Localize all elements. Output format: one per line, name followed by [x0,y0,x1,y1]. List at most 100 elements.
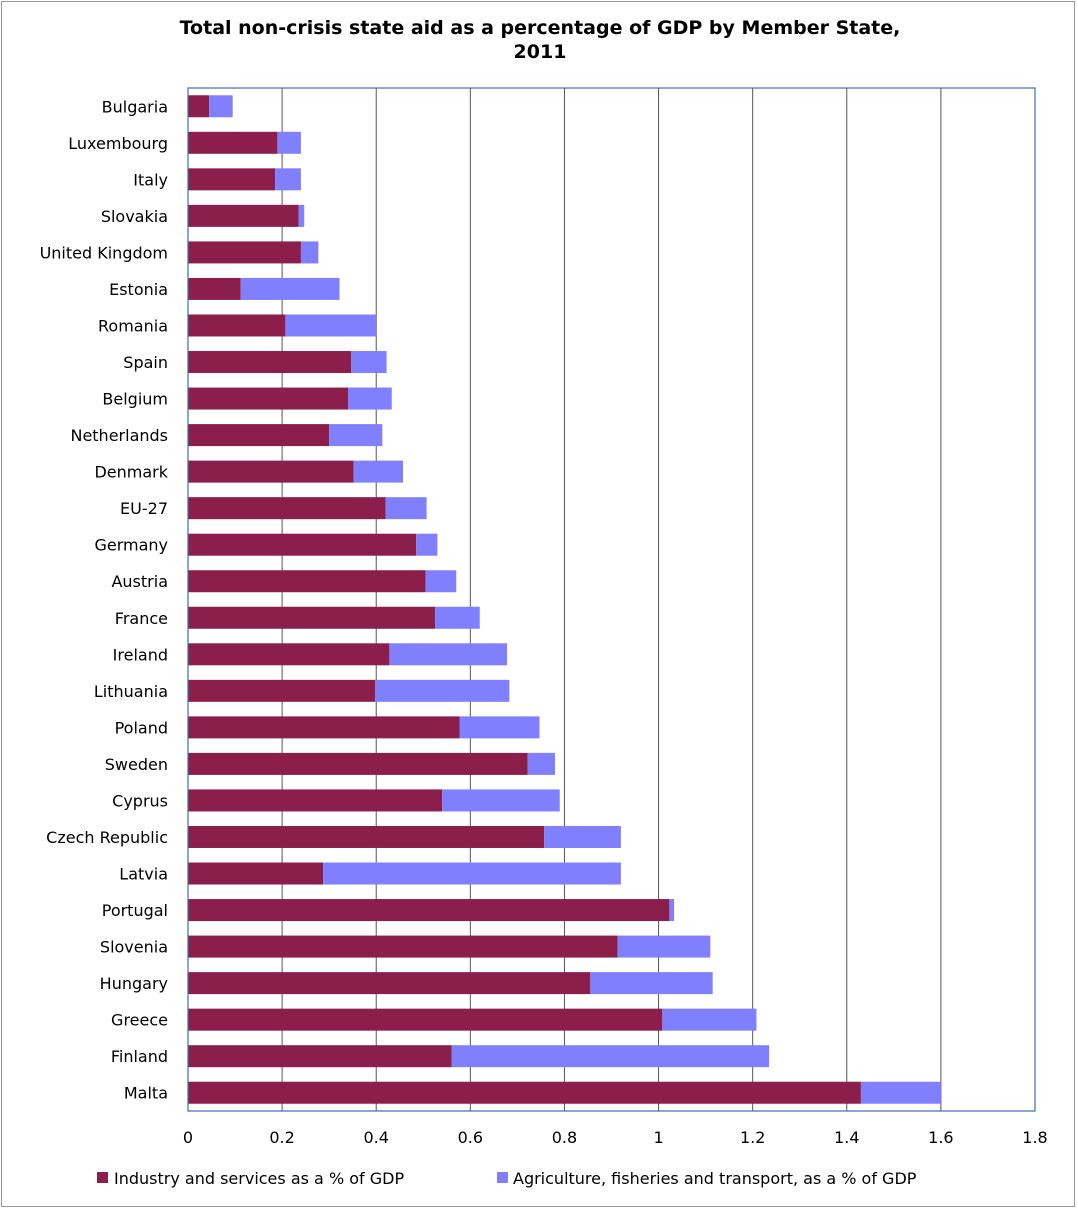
legend-label: Industry and services as a % of GDP [114,1169,404,1188]
x-tick-label: 0.8 [552,1128,577,1147]
bar-industry-malta [188,1081,861,1104]
category-label: Denmark [94,463,168,482]
bar-industry-eu-27 [188,497,386,520]
category-label: Austria [111,572,168,591]
x-axis-ticks: 0 0.2 0.4 0.6 0.8 1 1.2 1.4 1.6 1.8 [183,1128,1048,1147]
category-label: Finland [111,1047,168,1066]
bar-agriculture-netherlands [329,424,383,447]
chart-title-line-2: 2011 [513,41,567,63]
bar-industry-spain [188,351,352,374]
bar-industry-poland [188,716,460,739]
bar-agriculture-greece [662,1008,757,1031]
bar-industry-romania [188,314,286,337]
category-label: Portugal [102,901,168,920]
x-tick-label: 1.2 [740,1128,765,1147]
bar-agriculture-ireland [389,643,508,666]
bar-agriculture-spain [351,351,387,374]
bar-industry-belgium [188,387,348,410]
bar-agriculture-france [435,606,480,629]
bar-agriculture-poland [459,716,540,739]
category-label: Belgium [102,390,168,409]
category-label: Romania [98,316,168,335]
bar-agriculture-estonia [240,277,340,300]
bar-agriculture-latvia [323,862,621,885]
category-label: Slovakia [101,207,168,226]
bar-agriculture-czech-republic [544,825,621,848]
category-label: Germany [94,536,168,555]
bar-industry-united-kingdom [188,241,301,264]
bar-industry-hungary [188,972,591,995]
category-label: EU-27 [120,499,168,518]
bar-industry-latvia [188,862,324,885]
bar-agriculture-germany [416,533,438,556]
bar-industry-denmark [188,460,354,483]
bars [188,95,941,1104]
x-tick-label: 0.4 [363,1128,388,1147]
x-tick-label: 1.8 [1022,1128,1047,1147]
x-tick-label: 0.6 [458,1128,483,1147]
bar-agriculture-belgium [347,387,392,410]
bar-agriculture-slovenia [617,935,711,958]
category-label: Spain [123,353,168,372]
category-label: Italy [133,170,168,189]
bar-agriculture-sweden [527,752,556,775]
category-label: Poland [115,718,168,737]
bar-agriculture-finland [451,1045,770,1068]
x-tick-label: 1.6 [928,1128,953,1147]
category-label: Greece [111,1011,168,1030]
bar-agriculture-portugal [669,899,675,922]
bar-industry-portugal [188,899,670,922]
legend-swatch [97,1172,108,1183]
category-label: Luxembourg [68,134,168,153]
bar-agriculture-slovakia [298,204,305,227]
category-label: Malta [124,1084,168,1103]
category-label: Latvia [119,865,168,884]
bar-industry-cyprus [188,789,443,812]
bar-agriculture-cyprus [442,789,560,812]
bar-agriculture-romania [285,314,377,337]
bar-agriculture-luxembourg [277,131,301,154]
x-tick-label: 0.2 [269,1128,294,1147]
bar-industry-italy [188,168,276,191]
category-labels: Bulgaria Luxembourg Italy Slovakia United Ki… [40,97,169,1102]
legend: Industry and services as a % of GDP Agric… [97,1169,917,1188]
legend-label: Agriculture, fisheries and transport, as… [513,1169,917,1188]
category-label: Bulgaria [102,97,168,116]
category-label: Estonia [109,280,168,299]
category-label: Lithuania [94,682,168,701]
bar-industry-greece [188,1008,663,1031]
chart-title: Total non-crisis state aid as a percenta… [80,16,1000,64]
category-label: Slovenia [100,938,168,957]
bar-industry-luxembourg [188,131,278,154]
chart-title-line-1: Total non-crisis state aid as a percenta… [179,17,901,39]
category-label: France [115,609,168,628]
bar-agriculture-italy [275,168,301,191]
bar-industry-sweden [188,752,528,775]
x-tick-label: 1.4 [834,1128,859,1147]
category-label: Czech Republic [46,828,168,847]
plot-area-border [187,87,1036,1112]
bar-industry-france [188,606,436,629]
x-tick-label: 1 [653,1128,663,1147]
bar-agriculture-malta [860,1081,941,1104]
bar-industry-bulgaria [188,95,210,118]
bar-industry-austria [188,570,426,593]
category-label: Sweden [105,755,168,774]
bar-industry-germany [188,533,417,556]
bar-agriculture-bulgaria [209,95,233,118]
bar-industry-finland [188,1045,452,1068]
bar-industry-slovakia [188,204,299,227]
category-label: Ireland [113,645,168,664]
category-label: Cyprus [112,791,168,810]
legend-swatch [497,1172,508,1183]
bar-industry-czech-republic [188,825,545,848]
bar-agriculture-united-kingdom [300,241,319,264]
bar-agriculture-lithuania [375,679,510,702]
category-label: Hungary [100,974,168,993]
bar-industry-netherlands [188,424,330,447]
bar-agriculture-eu-27 [385,497,427,520]
bar-industry-estonia [188,277,241,300]
bar-industry-slovenia [188,935,618,958]
